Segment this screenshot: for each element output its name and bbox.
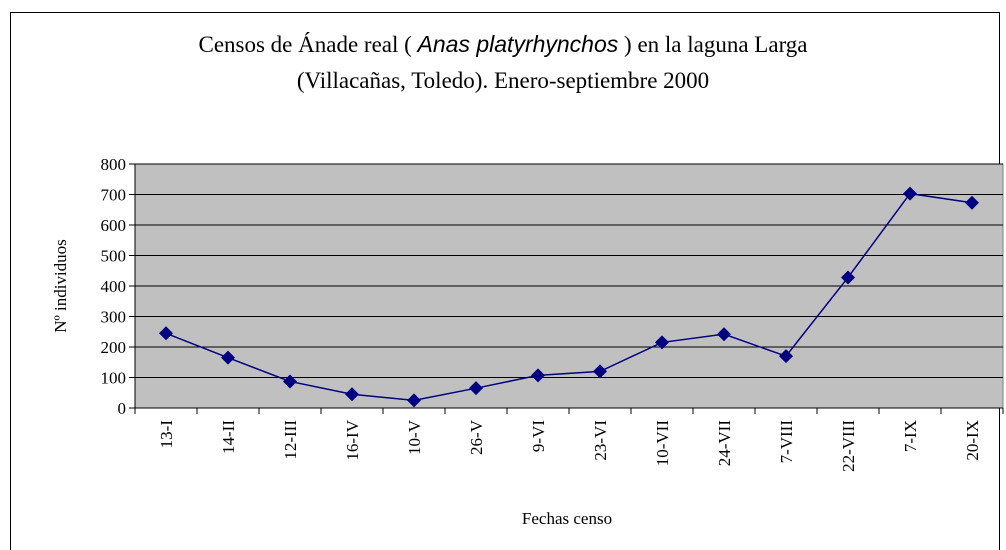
y-tick-label: 400 [101, 277, 127, 296]
chart-title: (Villacañas, Toledo). Enero-septiembre 2… [297, 68, 709, 93]
chart-title: Censos de Ánade real ( Anas platyrhyncho… [198, 31, 807, 57]
y-tick-label: 100 [101, 369, 127, 388]
x-tick-label: 10-VII [653, 420, 672, 467]
x-tick-label: 7-IX [901, 420, 920, 452]
x-tick-label: 24-VII [715, 420, 734, 467]
title-text: ) en la laguna Larga [618, 32, 807, 57]
data-point [469, 381, 483, 396]
data-point [283, 374, 297, 389]
y-tick-label: 700 [101, 186, 127, 205]
y-tick-label: 0 [118, 399, 127, 418]
y-tick-label: 800 [101, 155, 127, 174]
x-tick-label: 26-V [467, 419, 486, 455]
data-point [221, 350, 235, 365]
y-axis-title: Nº individuos [51, 239, 70, 333]
x-tick-label: 20-IX [963, 420, 982, 461]
data-point [593, 364, 607, 379]
y-tick-label: 300 [101, 308, 127, 327]
data-point [717, 327, 731, 342]
x-tick-label: 10-V [405, 419, 424, 455]
data-point [655, 335, 669, 350]
data-point [903, 186, 917, 201]
y-tick-label: 500 [101, 247, 127, 266]
x-tick-label: 12-III [281, 420, 300, 460]
x-tick-label: 16-IV [343, 419, 362, 460]
x-tick-label: 9-VI [529, 420, 548, 452]
data-point [345, 387, 359, 402]
data-point [531, 368, 545, 383]
x-tick-label: 23-VI [591, 420, 610, 461]
data-point [407, 393, 421, 408]
y-tick-label: 200 [101, 338, 127, 357]
title-text: Censos de Ánade real ( [198, 32, 417, 57]
data-line [165, 192, 973, 402]
y-tick-label: 600 [101, 216, 127, 235]
data-point [841, 270, 855, 285]
x-tick-label: 7-VIII [777, 420, 796, 464]
data-point [965, 195, 979, 210]
x-tick-label: 14-II [219, 420, 238, 454]
data-point [159, 326, 173, 341]
x-tick-label: 13-I [157, 420, 176, 449]
x-axis-title: Fechas censo [522, 509, 612, 528]
x-tick-label: 22-VIII [839, 420, 858, 472]
title-species: Anas platyrhynchos [416, 31, 619, 57]
data-point [779, 349, 793, 364]
